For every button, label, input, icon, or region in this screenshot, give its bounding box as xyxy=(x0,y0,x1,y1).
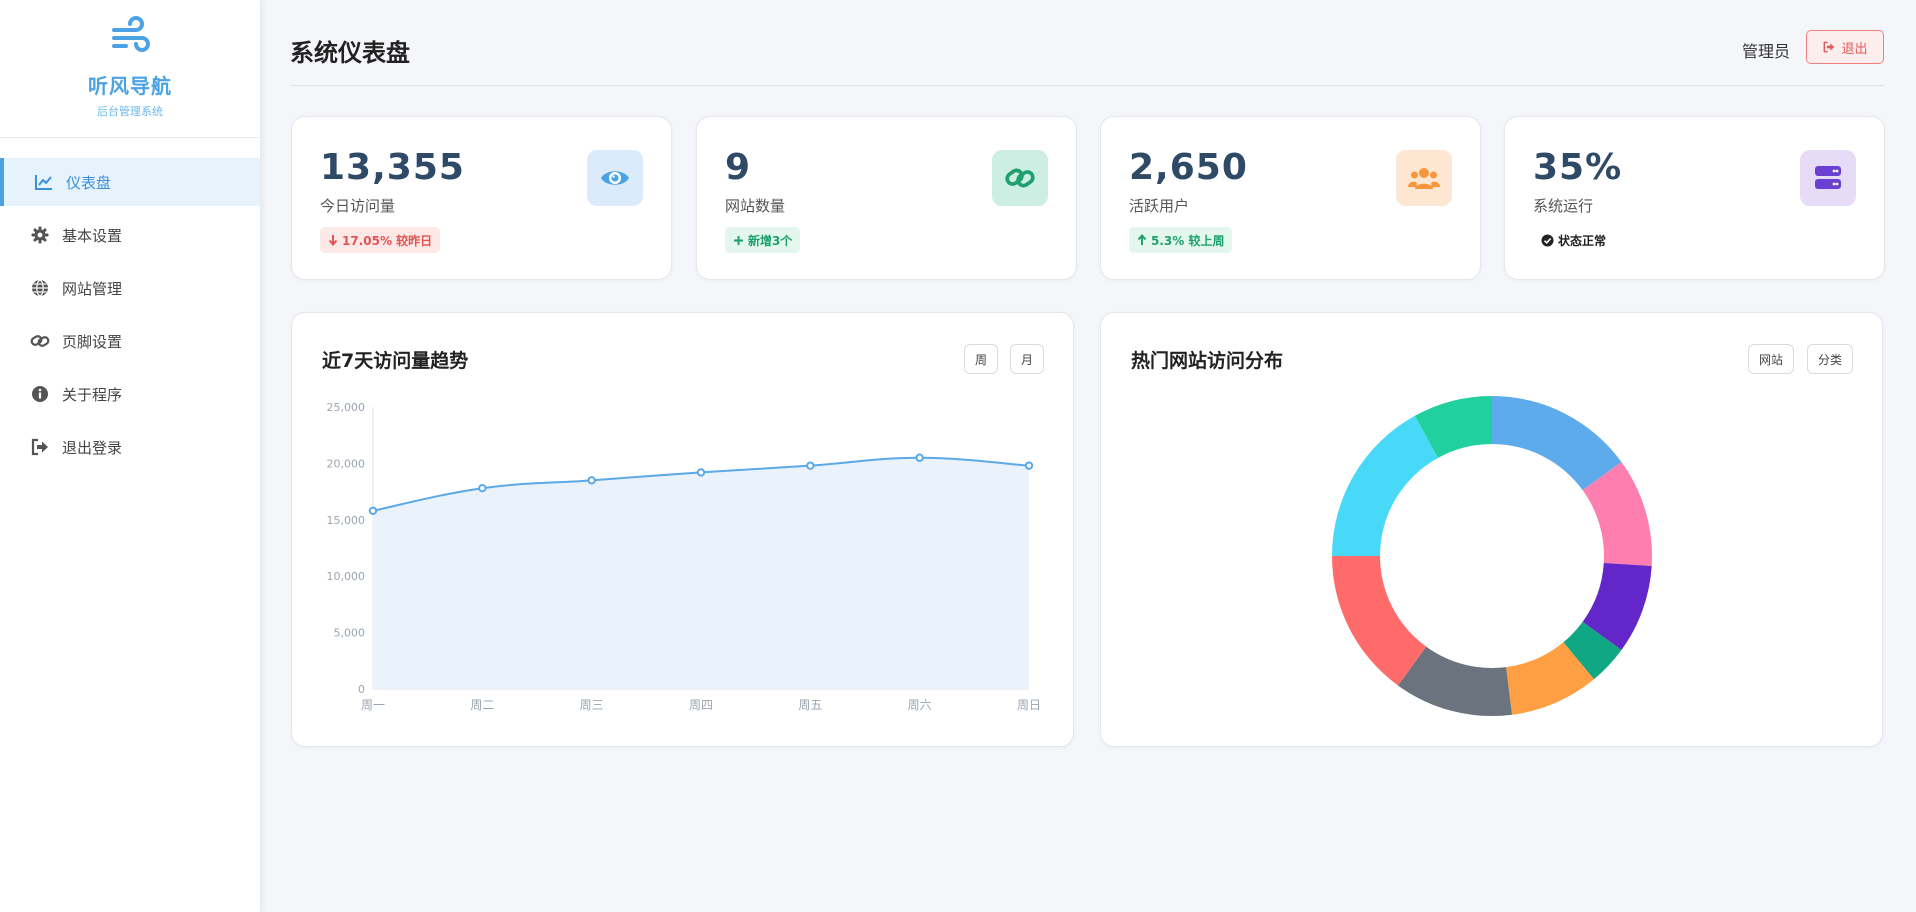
pie-slice xyxy=(1414,396,1492,458)
sidebar-item-label: 关于程序 xyxy=(62,385,123,404)
trend-badge: 新增3个 xyxy=(725,227,801,253)
status-text: 状态正常 xyxy=(1558,233,1607,248)
wind-logo-icon xyxy=(112,16,150,52)
globe-icon xyxy=(30,278,50,298)
x-tick-label: 周四 xyxy=(689,698,713,712)
x-tick-label: 周五 xyxy=(798,698,822,712)
info-icon xyxy=(30,384,50,404)
y-tick-label: 5,000 xyxy=(334,627,366,640)
y-tick-label: 0 xyxy=(358,683,365,696)
logout-label: 退出 xyxy=(1841,41,1868,57)
stat-label: 网站数量 xyxy=(725,197,786,215)
logout-button[interactable]: 退出 xyxy=(1806,30,1884,64)
sidebar-item-label: 基本设置 xyxy=(62,226,123,245)
x-tick-label: 周一 xyxy=(361,698,385,712)
sidebar-item-logout[interactable]: 退出登录 xyxy=(0,423,260,471)
check-circle-icon xyxy=(1541,234,1554,246)
sidebar: 听风导航 后台管理系统 仪表盘 基本设置 网站管理 页脚设置 xyxy=(0,0,261,912)
page-title: 系统仪表盘 xyxy=(290,39,410,67)
sidebar-item-label: 页脚设置 xyxy=(62,332,123,351)
x-tick-label: 周二 xyxy=(470,698,494,712)
x-tick-label: 周日 xyxy=(1017,698,1041,712)
link-icon xyxy=(30,331,50,351)
pie-slice xyxy=(1397,646,1513,716)
data-point xyxy=(368,506,378,515)
status-badge: 状态正常 xyxy=(1533,227,1614,253)
gear-icon xyxy=(30,225,50,245)
distribution-chart xyxy=(1332,396,1652,716)
data-point xyxy=(478,484,487,493)
chart-title: 热门网站访问分布 xyxy=(1131,350,1284,372)
plus-icon xyxy=(734,235,743,245)
y-tick-label: 15,000 xyxy=(327,514,366,527)
x-tick-label: 周三 xyxy=(580,698,604,712)
data-point xyxy=(915,453,924,462)
stat-label: 系统运行 xyxy=(1533,197,1594,215)
distribution-chart-card: 热门网站访问分布 网站 分类 xyxy=(1100,312,1883,747)
week-button[interactable]: 周 xyxy=(963,344,998,374)
area-fill xyxy=(373,457,1029,689)
sidebar-item-footer-settings[interactable]: 页脚设置 xyxy=(0,317,260,365)
server-icon xyxy=(1800,150,1856,206)
sidebar-item-dashboard[interactable]: 仪表盘 xyxy=(0,158,260,206)
stat-card-system: 35% 系统运行 状态正常 xyxy=(1504,116,1885,280)
data-point xyxy=(587,476,596,485)
data-point xyxy=(696,468,706,477)
app-name: 听风导航 xyxy=(88,74,172,98)
trend-text: 17.05% 较昨日 xyxy=(342,233,433,248)
y-tick-label: 25,000 xyxy=(327,401,366,414)
y-tick-label: 20,000 xyxy=(327,457,366,470)
stat-card-sites: 9 网站数量 新增3个 xyxy=(696,116,1077,280)
pie-slice xyxy=(1332,556,1427,686)
data-point xyxy=(806,461,815,470)
pie-slice xyxy=(1563,621,1622,680)
stat-card-active-users: 2,650 活跃用户 5.3% 较上周 xyxy=(1100,116,1481,280)
stat-value: 35% xyxy=(1533,147,1623,188)
user-name: 管理员 xyxy=(1741,42,1790,61)
stat-label: 今日访问量 xyxy=(320,197,396,215)
trend-chart: 0 5,000 10,000 15,000 20,000 25,000 周一 周二 周三 周四 周五… xyxy=(327,401,1042,712)
trend-text: 新增3个 xyxy=(748,233,793,248)
trend-badge: 17.05% 较昨日 xyxy=(320,227,441,253)
month-button[interactable]: 月 xyxy=(1009,344,1044,374)
x-tick-label: 周六 xyxy=(908,698,932,712)
arrow-down-icon xyxy=(328,235,338,246)
pie-slice xyxy=(1492,396,1622,491)
data-point xyxy=(1024,461,1034,470)
pie-slice xyxy=(1582,563,1652,651)
sidebar-item-label: 仪表盘 xyxy=(66,173,112,192)
stat-value: 2,650 xyxy=(1129,147,1248,188)
eye-icon xyxy=(587,150,643,206)
stat-card-visits: 13,355 今日访问量 17.05% 较昨日 xyxy=(291,116,672,280)
header: 系统仪表盘 管理员 退出 xyxy=(290,0,1884,86)
arrow-up-icon xyxy=(1137,234,1147,245)
app-subtitle: 后台管理系统 xyxy=(97,105,163,118)
sidebar-item-site-management[interactable]: 网站管理 xyxy=(0,264,260,312)
users-icon xyxy=(1396,150,1452,206)
stat-label: 活跃用户 xyxy=(1129,197,1190,215)
stat-value: 9 xyxy=(725,147,752,188)
sidebar-item-about[interactable]: 关于程序 xyxy=(0,370,260,418)
chart-title: 近7天访问量趋势 xyxy=(322,350,469,372)
category-button[interactable]: 分类 xyxy=(1806,344,1853,374)
trend-text: 5.3% 较上周 xyxy=(1151,233,1225,248)
sidebar-item-label: 网站管理 xyxy=(62,279,123,298)
trend-chart-card: 近7天访问量趋势 周 月 0 5,000 10,000 15,000 20,000 25,… xyxy=(291,312,1074,747)
sign-out-icon xyxy=(1824,41,1835,53)
link-icon xyxy=(992,150,1048,206)
pie-slice xyxy=(1506,642,1594,715)
trend-badge: 5.3% 较上周 xyxy=(1129,227,1233,253)
brand: 听风导航 后台管理系统 xyxy=(0,0,260,138)
chart-line-icon xyxy=(34,172,54,192)
sidebar-nav: 仪表盘 基本设置 网站管理 页脚设置 关于程序 xyxy=(0,158,260,471)
y-tick-label: 10,000 xyxy=(327,570,366,583)
site-button[interactable]: 网站 xyxy=(1747,344,1794,374)
pie-slice xyxy=(1332,415,1439,556)
pie-slice xyxy=(1582,461,1652,567)
sidebar-item-basic-settings[interactable]: 基本设置 xyxy=(0,211,260,259)
stat-value: 13,355 xyxy=(320,147,465,188)
sign-out-icon xyxy=(30,437,50,457)
sidebar-item-label: 退出登录 xyxy=(62,438,123,457)
